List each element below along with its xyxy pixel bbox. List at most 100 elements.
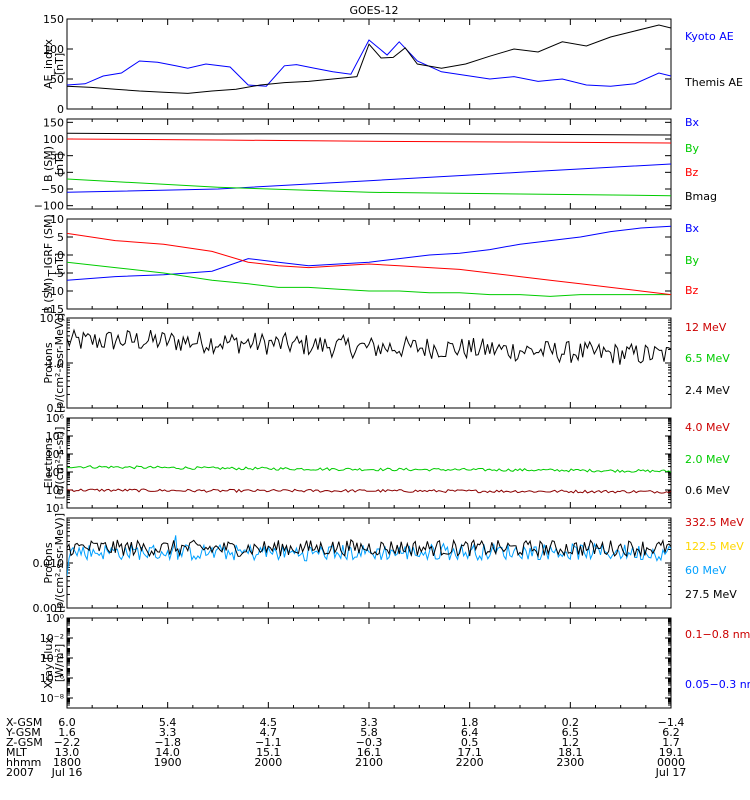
series-line-0-6-mev [67,488,671,494]
y-tick-label: 10 [50,213,64,226]
footer-cell: 5.8 [360,726,378,739]
series-line-bx [67,225,671,281]
footer-cell: 16.1 [357,746,382,759]
footer-cell: 1800 [53,756,81,769]
footer-cell: 17.1 [457,746,482,759]
series-line-2-0-mev [67,465,671,473]
footer-cell: 0.5 [461,736,479,749]
y-tick-label: 0.010 [33,557,65,570]
y-axis-label: Electrons [42,437,55,488]
footer-cell: 1900 [154,756,182,769]
panel-7: 10⁻⁸ 10⁻⁶ 10⁻⁴ 10⁻² 10⁰ Xray Flux[W/m²] 0.1−0.… [40,612,750,709]
series-group [67,465,671,494]
legend-label: 2.0 MeV [685,453,730,466]
y-tick-label: −50 [41,183,64,196]
series-group [67,535,671,576]
panel-frame [66,417,672,509]
footer-cell: 6.4 [461,726,479,739]
footer-row-label: X-GSM [6,716,42,729]
y-tick-label: 10⁻² [40,632,64,645]
footer-cell: 1.2 [562,736,580,749]
footer-cell: 6.0 [58,716,76,729]
footer-cell: 15.1 [256,746,281,759]
footer-cell: Jul 17 [655,766,687,779]
series-line-by [67,261,671,297]
footer-cell: 6.5 [562,726,580,739]
legend-label: 4.0 MeV [685,421,730,434]
y-tick-label: 10⁻⁴ [40,652,65,665]
footer-cell: 5.4 [159,716,177,729]
y-axis-label: B (SM)−IGRF (SM) [42,214,55,314]
footer-cell: −1.1 [255,736,282,749]
y-tick-label: 0 [57,249,64,262]
legend-label: 0.05−0.3 nm [685,678,750,691]
legend-label: Bz [685,166,699,179]
footer-cell: 19.1 [659,746,684,759]
y-axis-unit: [nT] [53,153,66,175]
y-tick-label: 10¹ [46,502,64,515]
footer-cell: 4.7 [260,726,278,739]
y-tick-label: 150 [43,116,64,129]
panel-frame [66,517,672,609]
panel-frame [66,18,672,110]
footer-cell: 6.2 [662,726,680,739]
y-axis-unit: [p/(cm²-s-sr-MeV)] [53,313,66,413]
y-tick-label: 10⁴ [46,448,65,461]
footer-row-label: MLT [6,746,27,759]
legend-label: 0.6 MeV [685,484,730,497]
series-line-bz [67,138,671,144]
y-tick-label: 10⁰ [46,612,65,625]
footer-cell: 2200 [456,756,484,769]
y-axis-unit: [W/m²] [53,644,66,682]
footer-cell: 2300 [556,756,584,769]
y-tick-label: 10.0 [40,312,65,325]
footer-cell: 1.8 [461,716,479,729]
footer-cell: −2.2 [54,736,81,749]
legend-label: Themis AE [684,76,743,89]
footer-cell: Jul 16 [51,766,83,779]
y-tick-label: 1.0 [47,357,65,370]
y-tick-label: 0.001 [33,602,65,615]
footer-cell: 2000 [254,756,282,769]
series-line-bx [67,163,671,193]
y-tick-label: 100 [43,43,64,56]
y-axis-label: Protons [42,542,55,583]
series-line-by [67,178,671,197]
y-tick-label: −5 [48,267,64,280]
y-axis-unit: [nT] [53,53,66,75]
legend-label: 2.4 MeV [685,384,730,397]
footer-row-label: 2007 [6,766,34,779]
y-tick-label: 10⁻⁸ [40,692,65,705]
footer-cell: 1.6 [58,726,76,739]
legend-label: Bz [685,284,699,297]
footer-cell: −1.4 [658,716,685,729]
series-line-2-4-mev [67,328,671,365]
series-group [67,225,671,297]
y-axis-label: Protons [42,342,55,383]
y-axis-unit: [nT] [53,253,66,275]
y-tick-label: 100 [43,133,64,146]
footer-row-label: Y-GSM [5,726,41,739]
footer-cell: 2100 [355,756,383,769]
y-tick-label: 10⁶ [46,412,65,425]
legend-label: 0.1−0.8 nm [685,628,750,641]
legend-label: Bx [685,116,700,129]
y-tick-label: 50 [50,73,64,86]
series-line-bz [67,232,671,296]
footer-cell: 0000 [657,756,685,769]
footer-cell: 0.2 [562,716,580,729]
y-tick-label: 10⁵ [46,430,64,443]
footer-cell: 18.1 [558,746,583,759]
plot-title: GOES-12 [349,4,398,17]
legend-label: By [685,254,700,267]
y-tick-label: 5 [57,231,64,244]
legend-label: Kyoto AE [685,30,734,43]
legend-label: 122.5 MeV [685,540,744,553]
y-tick-label: −100 [34,200,64,213]
legend-label: 60 MeV [685,564,727,577]
panel-1: 0 50 100 150 AE_index[nT] Kyoto AE Themis AE [42,13,743,116]
legend-label: 332.5 MeV [685,516,744,529]
legend-label: 12 MeV [685,321,727,334]
y-tick-label: 0 [57,166,64,179]
footer-cell: 1.7 [662,736,680,749]
